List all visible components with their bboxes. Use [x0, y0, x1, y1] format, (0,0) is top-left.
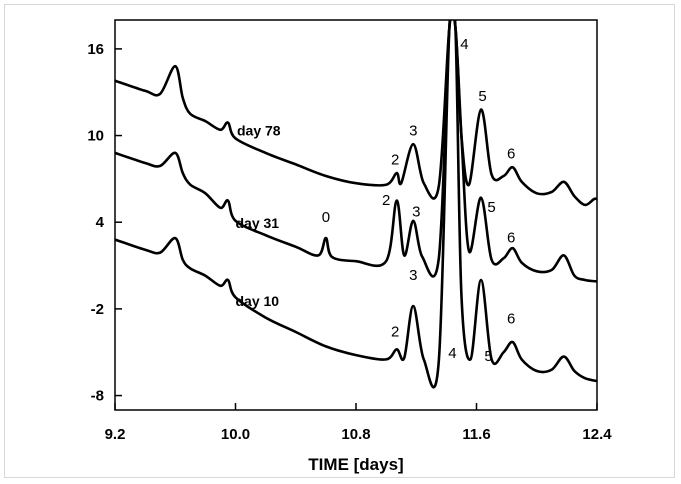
y-axis: 16 10 4 -2 -8: [87, 41, 122, 405]
y-tick-label: -8: [91, 388, 104, 405]
peak-label: 0: [322, 209, 330, 226]
y-tick-label: 16: [87, 41, 104, 58]
series-label: day 31: [236, 215, 280, 231]
peak-label: 5: [487, 199, 495, 216]
peak-label: 5: [484, 348, 492, 365]
peak-label: 6: [507, 229, 515, 246]
x-tick-label: 9.2: [105, 426, 126, 443]
y-tick-label: -2: [91, 301, 104, 318]
y-tick-label: 4: [96, 214, 105, 231]
peak-label: 5: [478, 88, 486, 105]
y-tick-label: 10: [87, 128, 104, 145]
series-label: day 10: [236, 293, 280, 309]
trace-label-group: day 78 day 31 day 10: [236, 123, 281, 309]
x-axis-title: TIME [days]: [308, 455, 403, 474]
x-tick-label: 11.6: [462, 426, 490, 443]
series-line-day-10: [115, 20, 597, 389]
series-line-day-31: [115, 20, 597, 283]
peak-label: 6: [507, 146, 515, 163]
peak-label: 2: [382, 192, 390, 209]
peak-label: 3: [412, 203, 420, 220]
x-tick-label: 10.8: [341, 426, 370, 443]
x-tick-label: 10.0: [221, 426, 250, 443]
plot-area: [114, 19, 598, 411]
x-tick-label: 12.4: [582, 426, 612, 443]
series-label: day 78: [237, 123, 281, 139]
peak-label: 2: [391, 323, 399, 340]
peak-label: 2: [391, 151, 399, 168]
peak-label: 3: [409, 123, 417, 140]
series-group: [115, 20, 597, 389]
peak-label: 4: [448, 345, 456, 362]
peak-label: 3: [409, 267, 417, 284]
peak-label: 4: [460, 36, 468, 53]
series-line-day-78: [115, 20, 597, 207]
x-axis: 9.2 10.0 10.8 11.6 12.4: [105, 403, 612, 443]
peak-label: 6: [507, 310, 515, 327]
